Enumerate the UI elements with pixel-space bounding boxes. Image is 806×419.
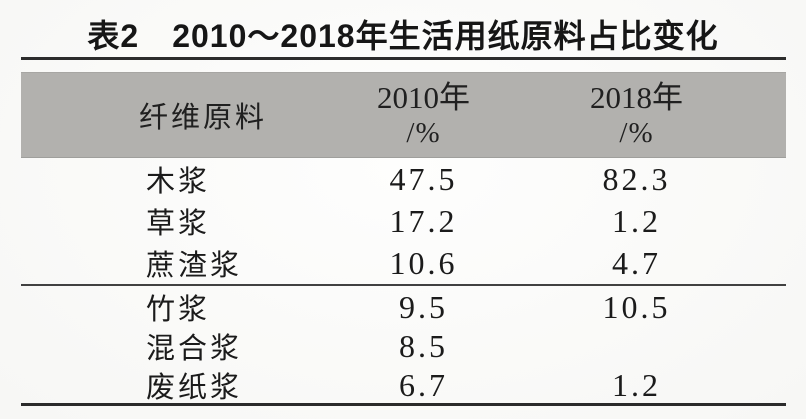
table-body-group-lower: 竹浆 9.5 10.5 混合浆 8.5 废纸浆 6.7 1.2 [21, 286, 786, 405]
table-row: 木浆 47.5 82.3 [21, 158, 786, 200]
value-2010-cell: 17.2 [389, 202, 458, 239]
value-2010-cell: 9.5 [399, 288, 448, 325]
header-2010-unit-label: /% [406, 117, 441, 150]
material-name-cell: 草浆 [146, 208, 211, 240]
value-2018-cell: 10.5 [602, 288, 671, 325]
value-2010-cell: 47.5 [389, 160, 458, 197]
value-2018-cell: 1.2 [612, 366, 661, 403]
material-name-cell: 废纸浆 [146, 372, 243, 404]
value-2018-cell: 1.2 [612, 202, 661, 239]
table-header-row: 纤维原料 2010年 /% 2018年 /% [21, 72, 786, 158]
value-2010-cell: 8.5 [399, 327, 448, 364]
material-name-cell: 木浆 [146, 166, 211, 198]
material-name-cell: 竹浆 [146, 294, 211, 326]
header-material-column: 纤维原料 [139, 102, 268, 134]
value-2010-cell: 10.6 [389, 244, 458, 281]
value-2018-cell: 4.7 [612, 244, 661, 281]
table-row: 废纸浆 6.7 1.2 [21, 364, 786, 405]
table-top-rule [21, 57, 786, 60]
table-row: 蔗渣浆 10.6 4.7 [21, 242, 786, 284]
header-2018-unit-label: /% [619, 117, 654, 150]
table-caption: 表2 2010～2018年生活用纸原料占比变化 [87, 18, 719, 54]
header-2018-year-label: 2018年 [590, 79, 683, 115]
table-body-group-upper: 木浆 47.5 82.3 草浆 17.2 1.2 蔗渣浆 10.6 4.7 [21, 158, 786, 284]
table-row: 竹浆 9.5 10.5 [21, 286, 786, 327]
table-bottom-rule [21, 403, 786, 406]
header-2010-year-label: 2010年 [377, 79, 470, 115]
data-table: 纤维原料 2010年 /% 2018年 /% 木浆 47.5 82.3 草浆 17.2 1… [21, 57, 786, 406]
material-name-cell: 混合浆 [146, 333, 243, 365]
value-2018-cell: 82.3 [602, 160, 671, 197]
material-name-cell: 蔗渣浆 [146, 250, 243, 282]
table-row: 草浆 17.2 1.2 [21, 200, 786, 242]
header-2018-column: 2018年 /% [530, 80, 743, 151]
header-2010-column: 2010年 /% [317, 80, 530, 151]
table-row: 混合浆 8.5 [21, 325, 786, 366]
table-group-separator-rule [21, 284, 786, 286]
header-gap [21, 60, 786, 72]
value-2010-cell: 6.7 [399, 366, 448, 403]
